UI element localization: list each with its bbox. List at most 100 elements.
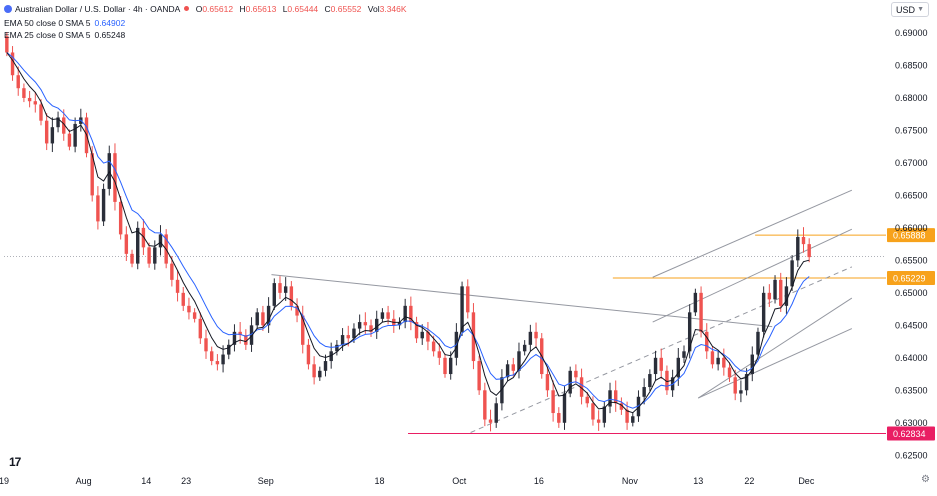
- candle-body: [460, 286, 464, 332]
- candle-body: [198, 318, 203, 339]
- candle-body: [585, 396, 589, 404]
- y-tick-label: 0.65500: [895, 255, 928, 265]
- candle-body: [545, 374, 550, 391]
- candle-body: [261, 312, 265, 326]
- candle-body: [494, 403, 498, 423]
- candle-body: [682, 351, 686, 358]
- x-tick-label: Dec: [798, 476, 815, 486]
- tradingview-logo-icon[interactable]: 17: [9, 455, 21, 469]
- candle-body: [477, 361, 481, 391]
- time-axis: 19 Aug 14 23 Sep 18 Oct 16 Nov 13 22 Dec: [0, 476, 815, 486]
- candle-body: [5, 36, 9, 53]
- candle-body: [750, 354, 754, 375]
- candle-body: [551, 390, 555, 414]
- candle-body: [420, 331, 424, 339]
- candle-body: [386, 312, 390, 319]
- market-status-icon: [184, 6, 190, 12]
- ema25-legend-value: 0.65248: [94, 30, 126, 40]
- candle-body: [562, 393, 567, 423]
- y-tick-label: 0.68000: [895, 93, 928, 103]
- x-tick-label: 19: [0, 476, 9, 486]
- candle-body: [295, 305, 299, 316]
- ema25-legend[interactable]: EMA 25 close 0 SMA 5 0.65248: [4, 30, 125, 40]
- candle-body: [699, 292, 703, 332]
- candle-body: [232, 331, 237, 345]
- candle-body: [409, 305, 413, 323]
- candle-body: [557, 413, 561, 423]
- candle-body: [306, 344, 311, 365]
- candle-body: [488, 419, 493, 423]
- candle-body: [16, 75, 20, 89]
- x-tick-label: 13: [693, 476, 703, 486]
- candle-body: [266, 305, 271, 326]
- candle-body: [608, 390, 612, 407]
- candle-body: [67, 133, 72, 147]
- y-tick-label: 0.67000: [895, 158, 928, 168]
- price-level-tag: [887, 270, 935, 285]
- candle-body: [363, 322, 368, 326]
- x-tick-label: 23: [181, 476, 191, 486]
- candle-body: [153, 247, 157, 264]
- candle-body: [50, 127, 55, 144]
- candle-body: [204, 338, 208, 352]
- candle-body: [790, 260, 794, 287]
- gear-icon[interactable]: ⚙: [921, 474, 930, 485]
- ema50-legend[interactable]: EMA 50 close 0 SMA 5 0.64902: [4, 18, 125, 28]
- symbol-title: Australian Dollar / U.S. Dollar · 4h · O…: [15, 4, 181, 14]
- x-tick-label: 18: [375, 476, 385, 486]
- candle-body: [397, 322, 402, 326]
- candle-body: [22, 88, 26, 98]
- candle-body: [807, 244, 811, 258]
- price-level-label: 0.65888: [893, 231, 926, 241]
- candle-body: [466, 286, 470, 313]
- candle-body: [596, 419, 601, 423]
- candle-body: [380, 312, 385, 319]
- candle-body: [505, 364, 510, 378]
- price-axis: 0.69000 0.68500 0.68000 0.67500 0.67000 0.665…: [895, 28, 928, 460]
- candle-body: [346, 335, 350, 339]
- ema25-line: [6, 52, 810, 414]
- candle-body: [301, 315, 305, 345]
- y-tick-label: 0.65000: [895, 288, 928, 298]
- currency-select[interactable]: USD ▼: [891, 2, 929, 17]
- ema50-legend-value: 0.64902: [94, 18, 126, 28]
- candle-body: [431, 341, 436, 352]
- ema50-line: [6, 52, 810, 409]
- candle-body: [340, 335, 345, 345]
- candle-body: [579, 377, 584, 397]
- candle-body: [118, 201, 123, 235]
- candle-body: [323, 361, 328, 371]
- x-tick-label: Nov: [622, 476, 639, 486]
- candle-body: [318, 370, 322, 378]
- price-level-label: 0.65229: [893, 273, 926, 283]
- candle-body: [147, 247, 151, 264]
- candle-body: [238, 331, 242, 336]
- candle-body: [181, 292, 185, 306]
- y-tick-label: 0.63500: [895, 385, 928, 395]
- ema25-legend-label: EMA 25 close 0 SMA 5: [4, 30, 91, 40]
- candle-body: [272, 283, 276, 306]
- candle-body: [136, 227, 140, 264]
- candle-body: [761, 292, 766, 332]
- x-tick-label: Sep: [258, 476, 274, 486]
- candle-body: [62, 117, 66, 134]
- trendline: [697, 297, 853, 399]
- candle-body: [414, 322, 419, 339]
- candle-body: [283, 286, 288, 293]
- candle-body: [369, 325, 373, 332]
- candle-body: [158, 234, 163, 248]
- y-tick-label: 0.62500: [895, 450, 928, 460]
- candle-body: [101, 188, 106, 222]
- candle-body: [676, 357, 681, 378]
- candle-body: [631, 416, 635, 423]
- candle-body: [756, 331, 760, 355]
- candle-body: [653, 357, 658, 375]
- candle-body: [312, 364, 316, 378]
- candle-body: [693, 292, 698, 313]
- candle-body: [443, 357, 447, 375]
- candle-body: [534, 331, 538, 339]
- x-tick-label: Aug: [76, 476, 92, 486]
- x-tick-label: 14: [141, 476, 151, 486]
- candle-body: [403, 305, 407, 323]
